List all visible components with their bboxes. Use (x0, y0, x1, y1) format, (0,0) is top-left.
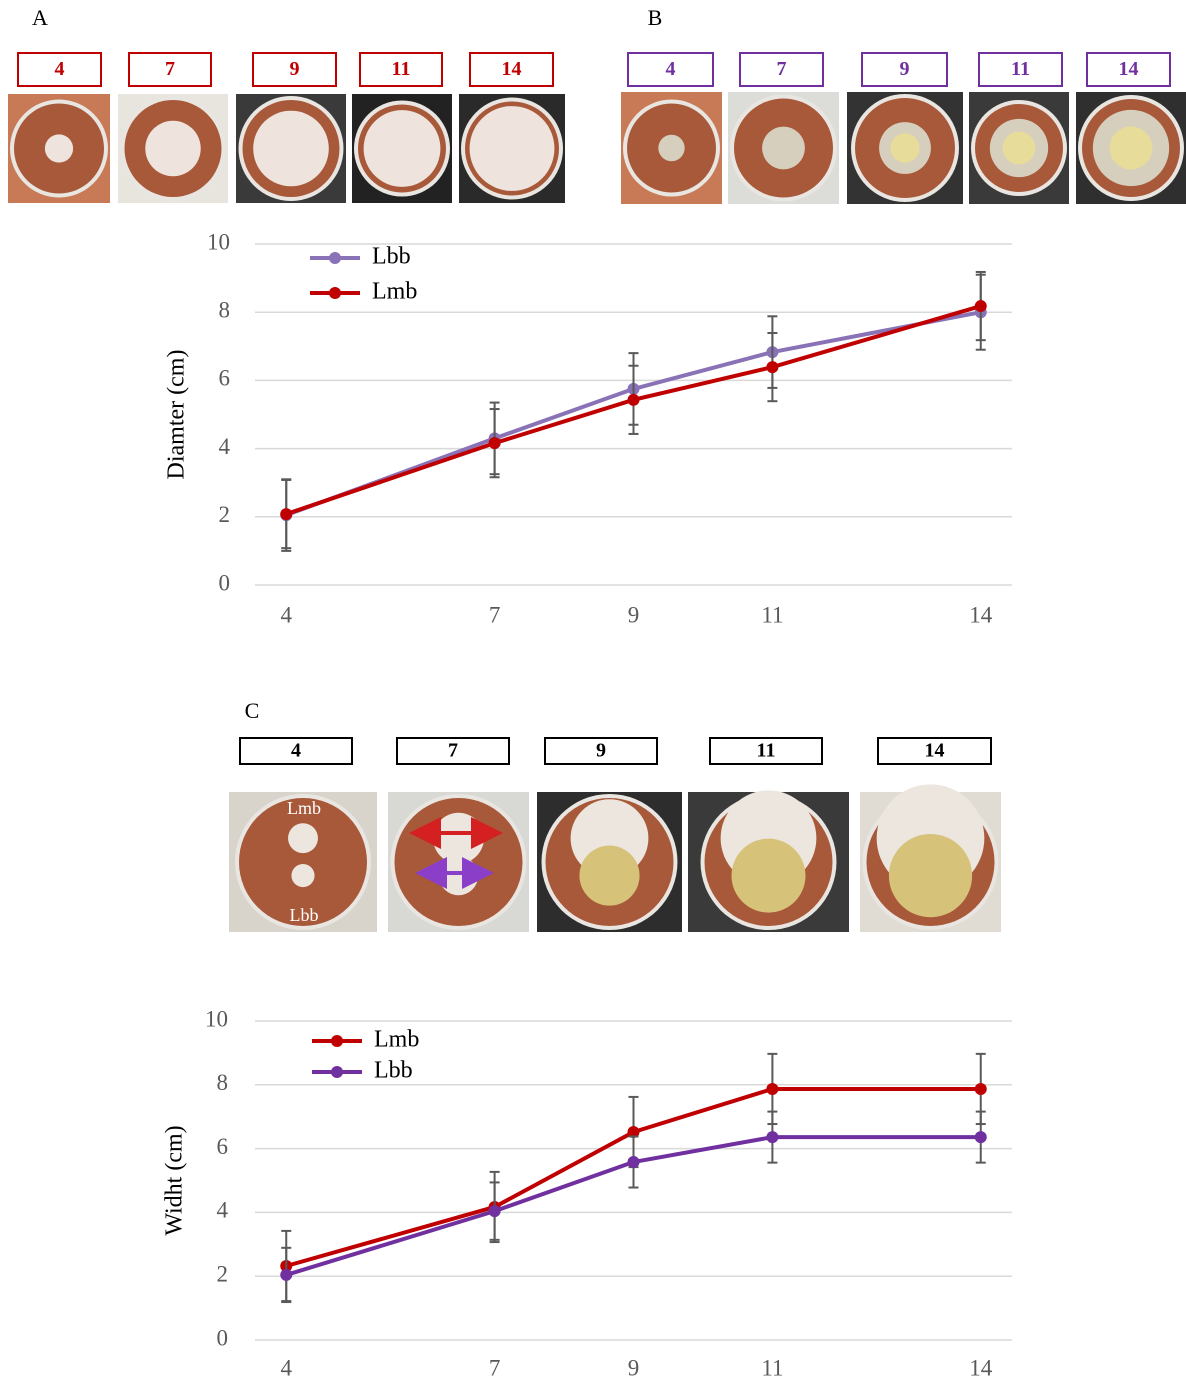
data-point (280, 508, 293, 521)
y-tick-label: 2 (217, 1261, 229, 1286)
day-label: 7 (448, 740, 458, 762)
y-tick-label: 8 (219, 297, 231, 322)
legend-marker (331, 1035, 343, 1047)
day-box (739, 52, 824, 87)
legend-marker (329, 252, 341, 264)
day-label: 4 (291, 740, 301, 762)
day-label: 9 (596, 740, 606, 762)
photo-label: Lmb (287, 798, 321, 818)
day-box (128, 52, 212, 87)
legend-label: Lbb (372, 244, 411, 270)
x-tick-label: 4 (281, 1355, 293, 1380)
day-label: 11 (392, 58, 411, 80)
x-tick-label: 9 (628, 1355, 640, 1380)
y-tick-label: 0 (219, 570, 231, 595)
colony (44, 134, 74, 163)
day-box (978, 52, 1063, 87)
day-box (17, 52, 102, 87)
day-label: 14 (925, 740, 945, 762)
photo-label: Lbb (290, 905, 319, 925)
data-point (974, 1082, 987, 1095)
day-label: 4 (55, 58, 65, 80)
panel-label: C (245, 698, 260, 723)
day-box (252, 52, 337, 87)
data-point (280, 1268, 293, 1281)
y-tick-label: 6 (219, 366, 231, 391)
colony-lbb (731, 838, 806, 913)
x-tick-label: 4 (281, 602, 293, 627)
legend-label: Lmb (374, 1027, 419, 1053)
colony-center (890, 133, 920, 163)
y-tick-label: 6 (217, 1134, 229, 1159)
colony (469, 106, 555, 191)
data-point (766, 361, 779, 374)
data-point (974, 300, 987, 313)
day-label: 7 (777, 58, 787, 80)
y-tick-label: 10 (205, 1006, 228, 1031)
data-point (627, 1155, 640, 1168)
day-box (359, 52, 443, 87)
x-tick-label: 11 (761, 1355, 783, 1380)
x-tick-label: 14 (969, 602, 993, 627)
y-axis-title: Diamter (cm) (164, 350, 190, 480)
day-label: 4 (666, 58, 676, 80)
data-point (488, 1205, 501, 1218)
data-point (766, 1082, 779, 1095)
x-tick-label: 7 (489, 1355, 501, 1380)
colony-lbb (579, 845, 640, 906)
y-tick-label: 4 (217, 1198, 229, 1223)
day-label: 14 (1119, 58, 1139, 80)
y-tick-label: 2 (219, 502, 231, 527)
colony-lbb (888, 833, 973, 918)
panel-label: B (648, 5, 663, 30)
day-label: 11 (1011, 58, 1030, 80)
x-tick-label: 7 (489, 602, 501, 627)
day-label: 9 (900, 58, 910, 80)
day-box (709, 737, 823, 765)
y-tick-label: 10 (207, 229, 230, 254)
day-box (396, 737, 510, 765)
y-tick-label: 0 (217, 1325, 229, 1350)
colony-lbb (291, 864, 315, 888)
data-point (974, 1131, 987, 1144)
colony-center (1109, 126, 1153, 170)
y-tick-label: 4 (219, 434, 231, 459)
day-box (469, 52, 554, 87)
y-axis-title: Widht (cm) (162, 1125, 188, 1235)
day-box (239, 737, 353, 765)
colony (145, 120, 201, 177)
x-tick-label: 9 (628, 602, 640, 627)
colony (363, 110, 441, 187)
day-box (861, 52, 948, 87)
day-box (627, 52, 714, 87)
legend-label: Lmb (372, 279, 417, 305)
day-box (877, 737, 992, 765)
colony-lbb (438, 855, 479, 896)
day-label: 11 (757, 740, 776, 762)
data-point (627, 393, 640, 406)
x-tick-label: 14 (969, 1355, 993, 1380)
data-point (488, 437, 501, 450)
legend-marker (329, 287, 341, 299)
panel-label: A (32, 5, 48, 30)
day-label: 14 (502, 58, 522, 80)
data-point (627, 1126, 640, 1139)
y-tick-label: 8 (217, 1070, 229, 1095)
colony-center (1002, 131, 1036, 165)
day-box (1086, 52, 1171, 87)
colony (253, 110, 329, 187)
agar (239, 798, 367, 926)
colony (658, 134, 685, 162)
legend-marker (331, 1066, 343, 1078)
colony (762, 126, 805, 170)
day-box (544, 737, 658, 765)
day-label: 9 (290, 58, 300, 80)
x-tick-label: 11 (761, 602, 783, 627)
day-label: 7 (165, 58, 175, 80)
colony-lmb (288, 823, 318, 854)
legend-label: Lbb (374, 1058, 413, 1084)
data-point (766, 1131, 779, 1144)
